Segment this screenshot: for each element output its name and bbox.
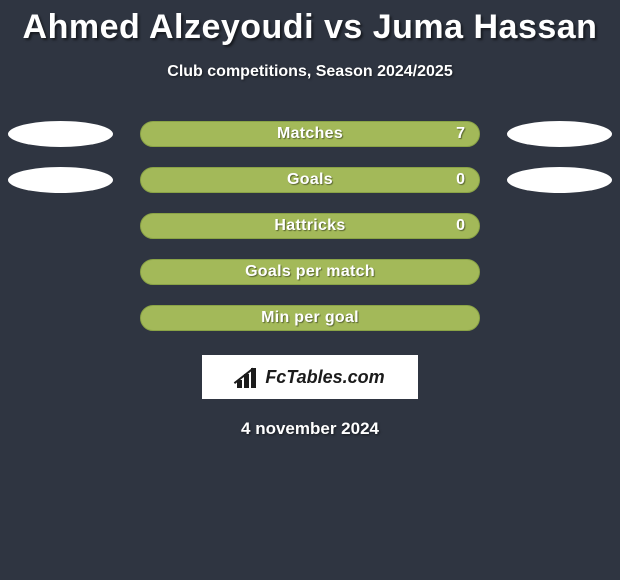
stat-label: Goals (287, 171, 333, 189)
stat-row: Matches 7 (0, 121, 620, 147)
stat-bar: Goals per match (140, 259, 480, 285)
subtitle: Club competitions, Season 2024/2025 (0, 63, 620, 81)
stat-label: Hattricks (274, 217, 345, 235)
stat-bar: Goals 0 (140, 167, 480, 193)
player-right-ellipse (507, 121, 612, 147)
stat-value: 7 (456, 125, 465, 143)
stat-bar: Hattricks 0 (140, 213, 480, 239)
stat-label: Min per goal (261, 309, 359, 327)
logo-box: FcTables.com (202, 355, 418, 399)
stats-area: Matches 7 Goals 0 Hattricks 0 Goals per match M… (0, 121, 620, 331)
chart-arrow-icon (235, 366, 261, 388)
stat-row: Min per goal (0, 305, 620, 331)
stat-row: Goals per match (0, 259, 620, 285)
player-left-ellipse (8, 121, 113, 147)
stat-label: Goals per match (245, 263, 375, 281)
logo-text: FcTables.com (265, 367, 384, 388)
stat-row: Hattricks 0 (0, 213, 620, 239)
page-title: Ahmed Alzeyoudi vs Juma Hassan (0, 8, 620, 47)
stat-row: Goals 0 (0, 167, 620, 193)
player-left-ellipse (8, 167, 113, 193)
comparison-card: Ahmed Alzeyoudi vs Juma Hassan Club comp… (0, 0, 620, 439)
stat-label: Matches (277, 125, 343, 143)
stat-bar: Min per goal (140, 305, 480, 331)
date-line: 4 november 2024 (0, 419, 620, 439)
stat-value: 0 (456, 217, 465, 235)
player-right-ellipse (507, 167, 612, 193)
stat-bar: Matches 7 (140, 121, 480, 147)
stat-value: 0 (456, 171, 465, 189)
